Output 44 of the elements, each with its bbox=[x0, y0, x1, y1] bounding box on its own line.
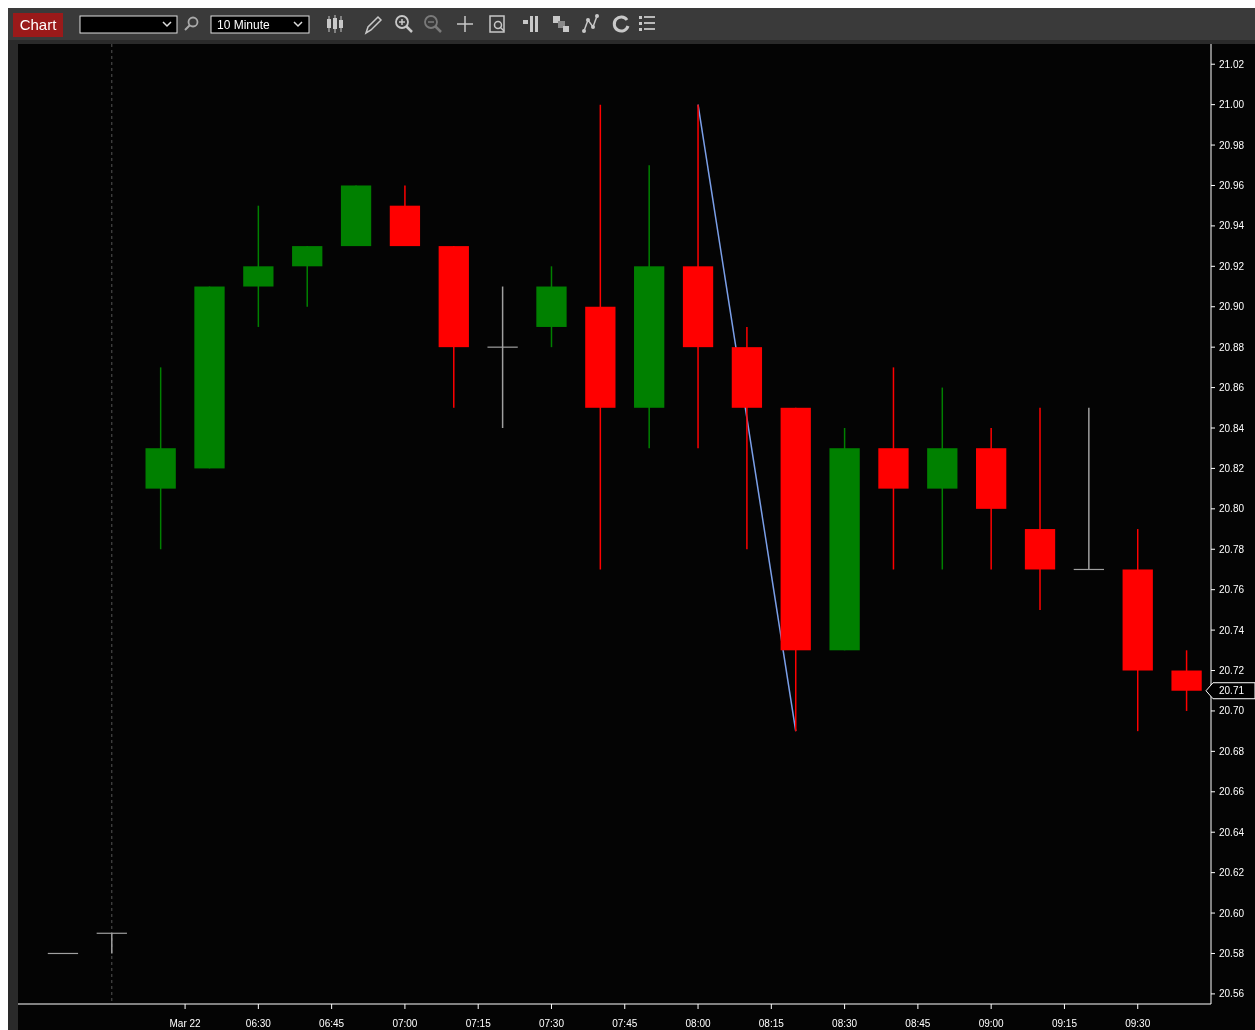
x-tick-label: 06:45 bbox=[319, 1018, 345, 1029]
x-tick-label: 07:30 bbox=[538, 1018, 565, 1029]
y-tick-label: 20.80 bbox=[1219, 503, 1245, 515]
y-tick-label: 21.00 bbox=[1219, 99, 1245, 111]
y-tick-label: 20.94 bbox=[1219, 220, 1245, 232]
y-tick-label: 20.62 bbox=[1219, 867, 1245, 879]
x-tick-label: 06:30 bbox=[245, 1018, 272, 1029]
y-tick-label: 21.02 bbox=[1219, 58, 1245, 70]
y-tick-label: 20.86 bbox=[1219, 382, 1245, 394]
y-tick-label: 20.84 bbox=[1219, 422, 1245, 434]
y-tick-label: 20.92 bbox=[1219, 260, 1245, 272]
candlestick bbox=[1073, 407, 1105, 571]
y-tick-label: 20.70 bbox=[1219, 705, 1245, 717]
y-tick-label: 20.78 bbox=[1219, 543, 1245, 555]
y-tick-label: 20.76 bbox=[1219, 584, 1245, 596]
text: 20.71 bbox=[1219, 685, 1245, 697]
y-tick-label: 20.90 bbox=[1219, 301, 1245, 313]
y-tick-label: 20.60 bbox=[1219, 907, 1245, 919]
text: 10 Minute bbox=[217, 18, 271, 32]
x-tick-label: 07:15 bbox=[465, 1018, 492, 1029]
y-tick-label: 20.56 bbox=[1219, 988, 1245, 1000]
x-tick-label: 09:00 bbox=[978, 1018, 1005, 1029]
x-tick-label: 08:15 bbox=[758, 1018, 785, 1029]
candlestick bbox=[486, 285, 519, 429]
y-tick-label: 20.72 bbox=[1219, 665, 1245, 677]
x-tick-label: 08:45 bbox=[905, 1018, 931, 1029]
x-tick-label: 07:00 bbox=[392, 1018, 418, 1029]
y-tick-label: 20.98 bbox=[1219, 139, 1245, 151]
x-tick-label: Mar 22 bbox=[169, 1018, 202, 1029]
x-tick-label: 08:30 bbox=[832, 1018, 858, 1029]
y-tick-label: 20.68 bbox=[1219, 745, 1245, 757]
y-tick-label: 20.82 bbox=[1219, 462, 1245, 474]
x-tick-label: 09:15 bbox=[1051, 1018, 1078, 1029]
text: Chart bbox=[19, 16, 58, 33]
y-tick-label: 20.74 bbox=[1219, 624, 1245, 636]
y-tick-label: 20.58 bbox=[1219, 947, 1245, 959]
y-tick-label: 20.64 bbox=[1219, 826, 1245, 838]
x-tick-label: 08:00 bbox=[685, 1018, 711, 1029]
y-tick-label: 20.96 bbox=[1219, 179, 1245, 191]
x-tick-label: 09:30 bbox=[1125, 1018, 1151, 1029]
candlestick bbox=[96, 932, 128, 955]
x-tick-label: 07:45 bbox=[612, 1018, 638, 1029]
y-tick-label: 20.66 bbox=[1219, 786, 1245, 798]
y-tick-label: 20.88 bbox=[1219, 341, 1245, 353]
